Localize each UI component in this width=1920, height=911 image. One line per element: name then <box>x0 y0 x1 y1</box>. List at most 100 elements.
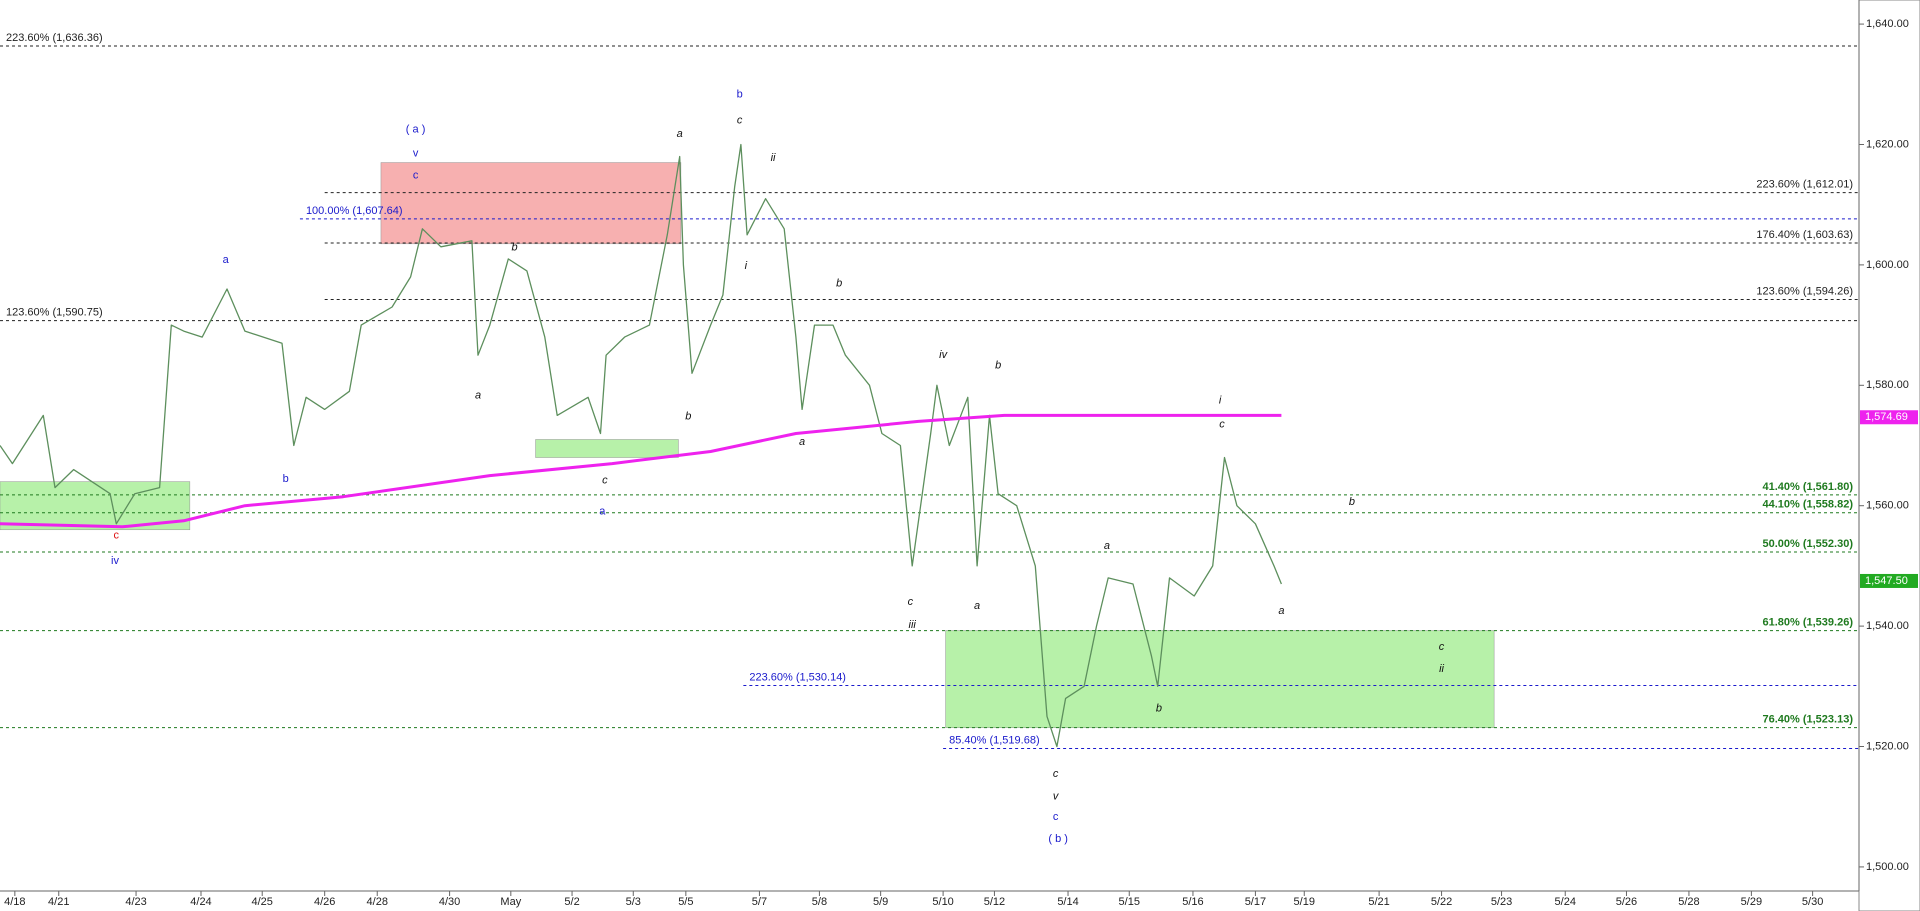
wave-label: a <box>475 389 481 401</box>
fib-label: 223.60% (1,612.01) <box>1756 178 1853 190</box>
x-tick-label: 5/26 <box>1616 896 1637 908</box>
wave-label: a <box>599 506 606 518</box>
x-tick-label: May <box>500 896 521 908</box>
wave-label: i <box>1219 394 1222 406</box>
fib-label: 100.00% (1,607.64) <box>306 205 403 217</box>
y-tick-label: 1,580.00 <box>1866 379 1909 391</box>
wave-label: ( b ) <box>1048 833 1068 845</box>
wave-label: iii <box>909 619 917 631</box>
x-tick-label: 5/10 <box>932 896 953 908</box>
wave-label: c <box>1439 641 1445 653</box>
x-tick-label: 5/30 <box>1802 896 1823 908</box>
x-tick-label: 4/24 <box>190 896 211 908</box>
wave-label: ii <box>1439 663 1444 675</box>
wave-label: iv <box>111 555 119 567</box>
wave-label: b <box>283 473 289 485</box>
price-tag <box>1860 573 1918 588</box>
price-line <box>0 413 1282 529</box>
x-tick-label: 5/7 <box>752 896 767 908</box>
x-tick-label: 4/25 <box>252 896 273 908</box>
wave-label: c <box>413 170 419 182</box>
wave-label: b <box>511 241 517 253</box>
fib-label: 123.60% (1,590.75) <box>6 306 103 318</box>
x-tick-label: 4/23 <box>125 896 146 908</box>
price-axis-panel <box>1858 0 1920 911</box>
y-tick-label: 1,540.00 <box>1866 620 1909 632</box>
fib-label: 123.60% (1,594.26) <box>1756 285 1853 297</box>
wave-label: c <box>1219 418 1225 430</box>
x-tick-label: 5/2 <box>564 896 579 908</box>
wave-label: c <box>737 114 743 126</box>
x-tick-label: 5/22 <box>1431 896 1452 908</box>
y-tick-label: 1,500.00 <box>1866 861 1909 873</box>
x-tick-label: 5/8 <box>812 896 827 908</box>
wave-label: c <box>1053 768 1059 780</box>
wave-label: a <box>1104 540 1110 552</box>
wave-label: ii <box>771 152 776 164</box>
x-tick-label: 5/9 <box>873 896 888 908</box>
price-line <box>0 143 1283 748</box>
y-tick-label: 1,520.00 <box>1866 740 1909 752</box>
y-tick-label: 1,560.00 <box>1866 500 1909 512</box>
wave-label: b <box>1349 496 1355 508</box>
wave-label: b <box>995 359 1001 371</box>
wave-label: ( a ) <box>406 123 426 135</box>
x-tick-label: 5/15 <box>1119 896 1140 908</box>
zone-box <box>535 439 679 458</box>
fib-label: 50.00% (1,552.30) <box>1762 538 1853 550</box>
x-tick-label: 5/21 <box>1368 896 1389 908</box>
fib-label: 223.60% (1,530.14) <box>749 671 846 683</box>
x-tick-label: 5/12 <box>984 896 1005 908</box>
wave-label: v <box>413 147 419 159</box>
x-tick-label: 4/18 <box>4 896 25 908</box>
x-tick-label: 5/23 <box>1491 896 1512 908</box>
wave-label: a <box>1278 605 1284 617</box>
x-tick-label: 5/14 <box>1057 896 1078 908</box>
y-tick-label: 1,620.00 <box>1866 138 1909 150</box>
price-tag-label: 1,547.50 <box>1865 575 1908 587</box>
wave-label: a <box>974 600 980 612</box>
zone-box <box>945 630 1495 728</box>
wave-label: c <box>908 596 914 608</box>
fib-label: 85.40% (1,519.68) <box>949 734 1040 746</box>
x-tick-label: 5/5 <box>678 896 693 908</box>
fib-label: 176.40% (1,603.63) <box>1756 229 1853 241</box>
price-tag-label: 1,574.69 <box>1865 411 1908 423</box>
wave-label: c <box>602 474 608 486</box>
x-tick-label: 5/16 <box>1182 896 1203 908</box>
wave-label: b <box>737 88 743 100</box>
x-tick-label: 4/26 <box>314 896 335 908</box>
zone-box <box>0 481 191 531</box>
wave-label: a <box>799 436 805 448</box>
wave-label: i <box>745 260 748 272</box>
wave-label: iv <box>939 349 948 361</box>
wave-label: a <box>223 254 230 266</box>
wave-label: c <box>114 530 120 542</box>
x-tick-label: 4/21 <box>48 896 69 908</box>
x-tick-label: 4/28 <box>367 896 388 908</box>
x-tick-label: 5/24 <box>1555 896 1576 908</box>
price-tag <box>1860 410 1918 425</box>
wave-label: b <box>1156 702 1162 714</box>
wave-label: b <box>685 411 691 423</box>
x-tick-label: 5/17 <box>1245 896 1266 908</box>
wave-label: c <box>1053 811 1059 823</box>
wave-label: v <box>1053 790 1060 802</box>
wave-label: a <box>677 128 683 140</box>
fib-label: 223.60% (1,636.36) <box>6 32 103 44</box>
y-tick-label: 1,640.00 <box>1866 18 1909 30</box>
fib-label: 41.40% (1,561.80) <box>1762 481 1853 493</box>
zone-box <box>380 162 682 245</box>
fib-label: 76.40% (1,523.13) <box>1762 714 1853 726</box>
y-tick-label: 1,600.00 <box>1866 259 1909 271</box>
fib-label: 44.10% (1,558.82) <box>1762 499 1853 511</box>
x-tick-label: 5/29 <box>1741 896 1762 908</box>
x-tick-label: 5/28 <box>1678 896 1699 908</box>
x-tick-label: 5/19 <box>1294 896 1315 908</box>
x-tick-label: 5/3 <box>626 896 641 908</box>
x-tick-label: 4/30 <box>439 896 460 908</box>
fib-label: 61.80% (1,539.26) <box>1762 616 1853 628</box>
wave-label: b <box>836 277 842 289</box>
